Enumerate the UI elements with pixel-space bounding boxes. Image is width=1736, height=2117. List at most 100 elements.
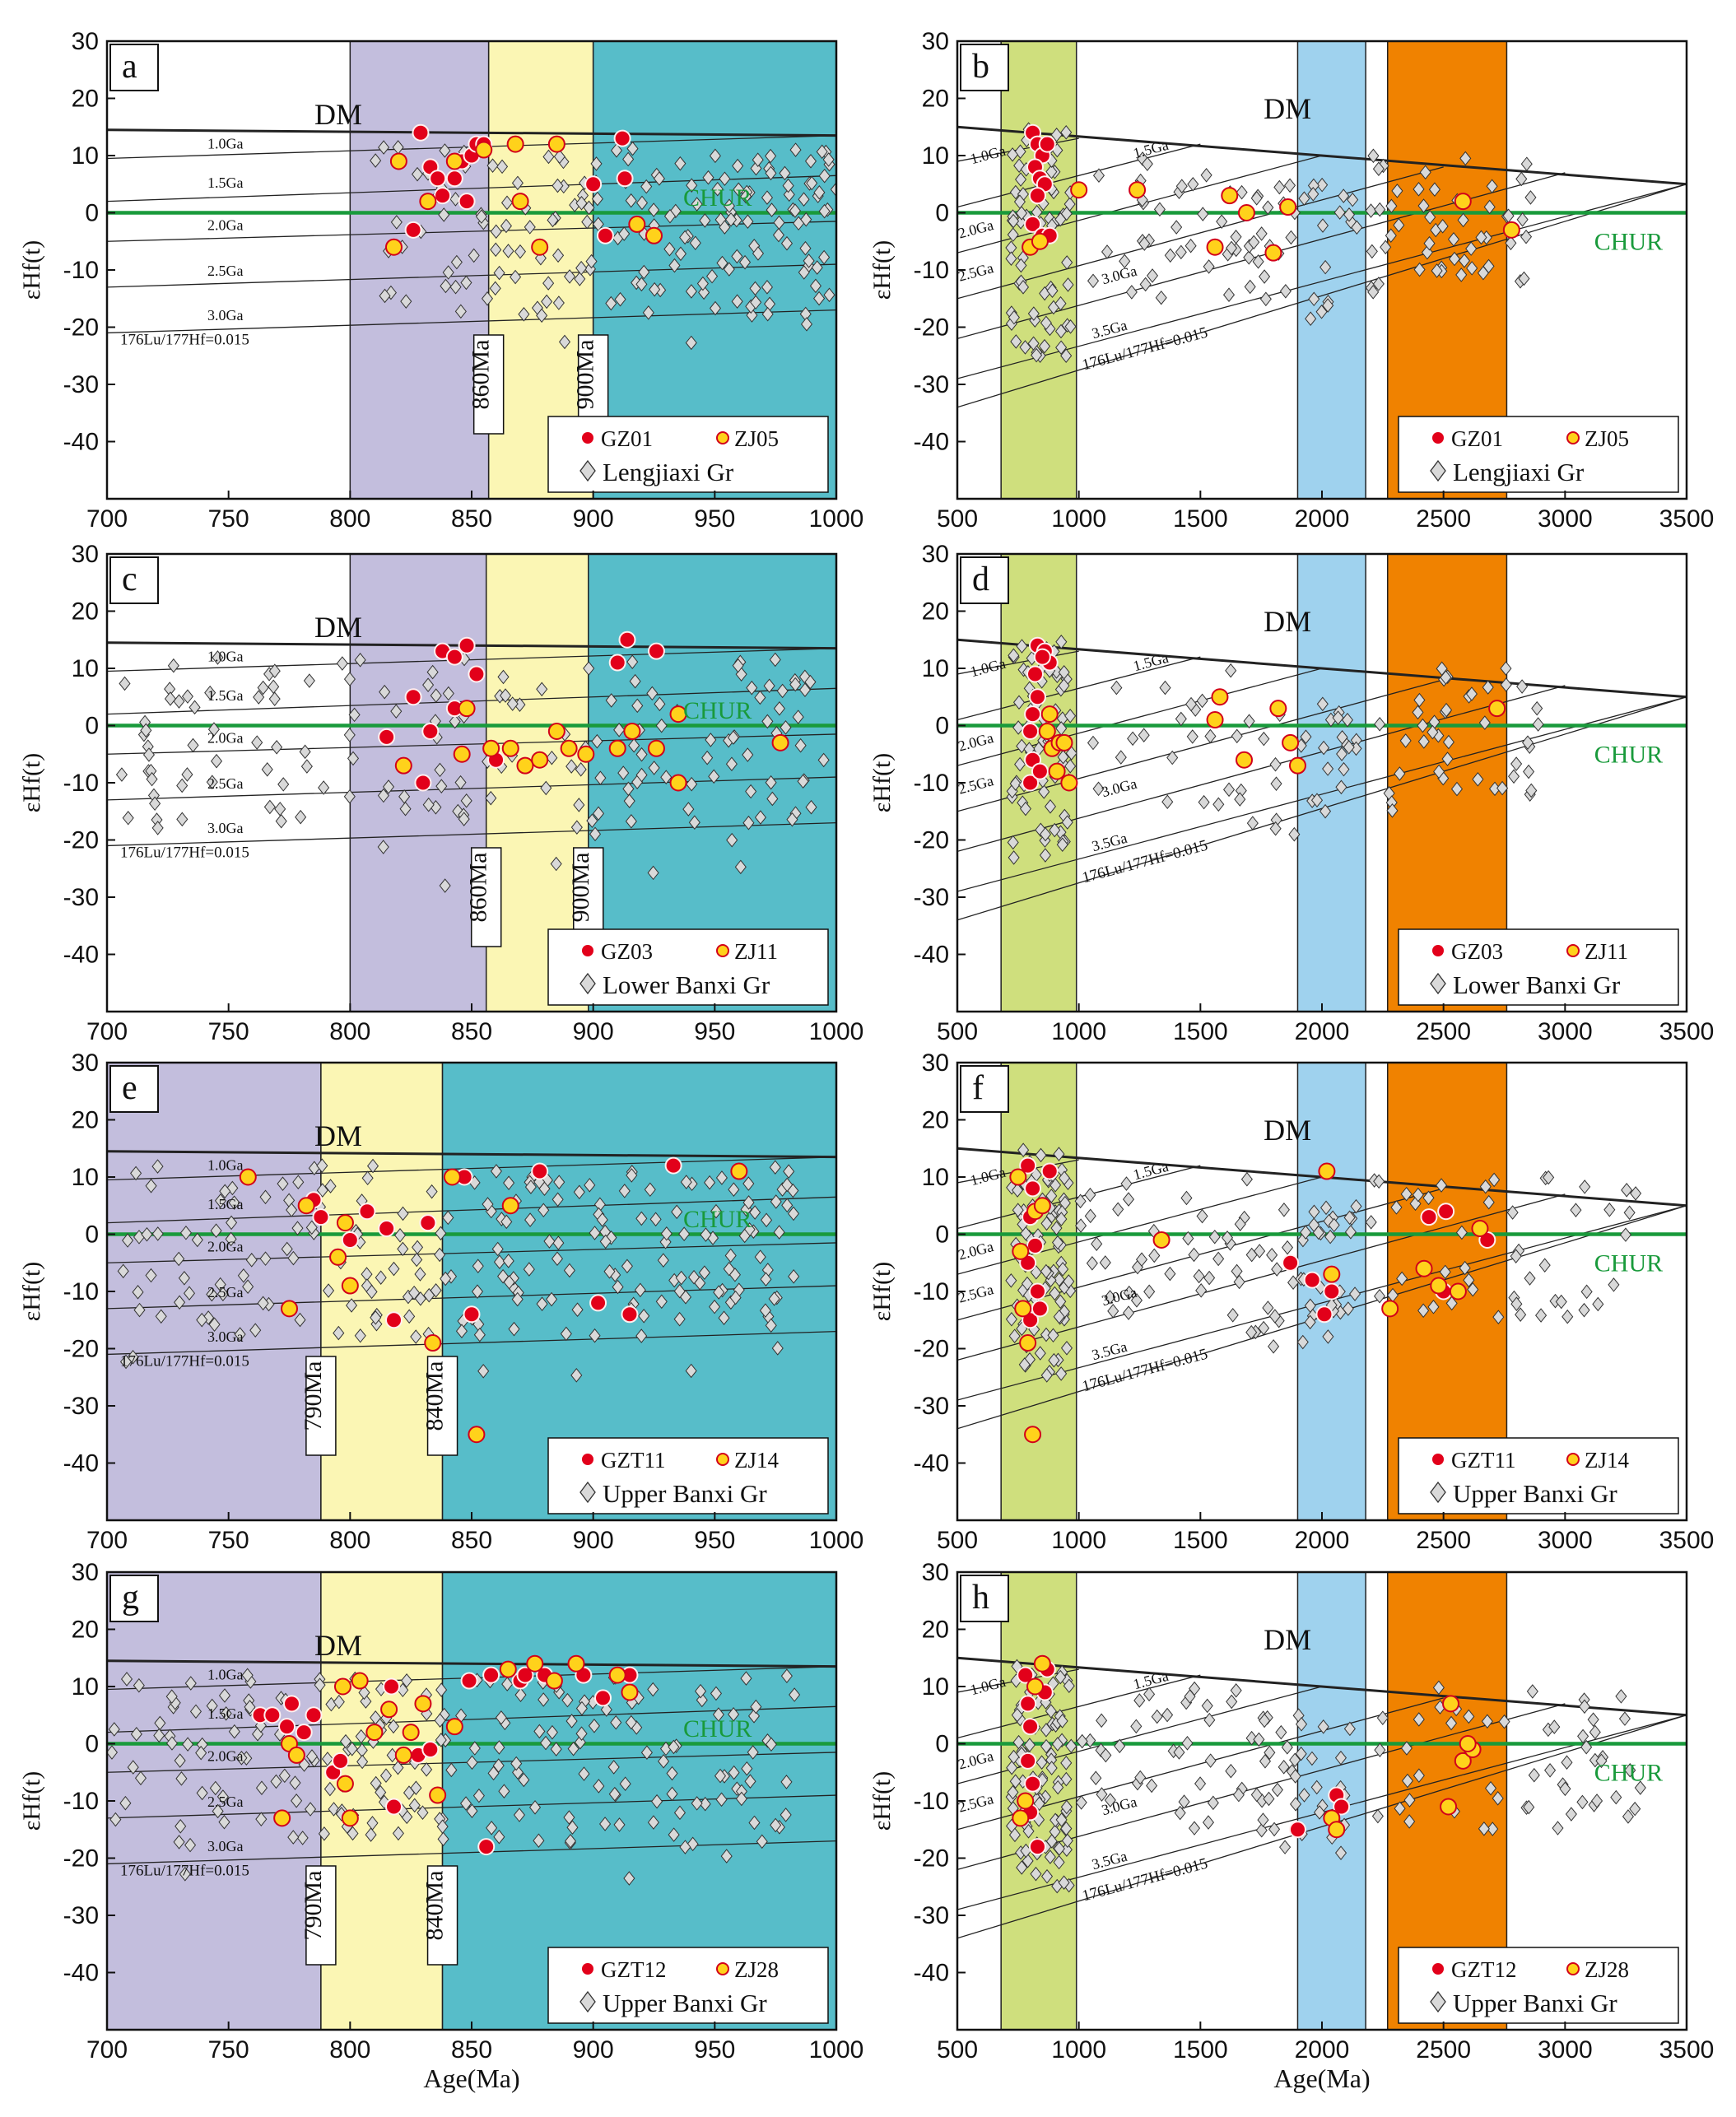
data-point-diamond xyxy=(1374,202,1386,217)
panel-e: DM1.0Ga1.5Ga2.0Ga2.5Ga3.0Ga176Lu/177Hf=0… xyxy=(18,1049,863,1554)
data-point-diamond xyxy=(1092,781,1105,797)
data-point-diamond xyxy=(1233,1274,1245,1290)
data-point-diamond xyxy=(1119,254,1131,269)
y-tick-label: -20 xyxy=(914,1336,949,1363)
data-point-diamond xyxy=(542,149,555,165)
data-point-diamond xyxy=(1417,734,1430,749)
data-point-diamond xyxy=(361,1170,374,1186)
data-point-diamond xyxy=(626,1168,638,1183)
data-point-diamond xyxy=(261,762,273,777)
y-tick-label: 30 xyxy=(922,28,949,55)
data-point-diamond xyxy=(1008,648,1020,663)
evolution-line-1.5ga xyxy=(957,1674,1201,1739)
x-tick-label: 950 xyxy=(694,1527,735,1554)
data-point-diamond xyxy=(779,165,791,181)
x-tick-label: 700 xyxy=(86,505,128,533)
data-point-gz01 xyxy=(1038,135,1056,153)
data-point-diamond xyxy=(228,1724,240,1739)
data-point-diamond xyxy=(726,832,738,848)
panel-letter-box xyxy=(960,556,1009,604)
data-point-diamond xyxy=(742,747,754,762)
data-point-diamond xyxy=(682,802,695,817)
data-point-diamond xyxy=(783,1164,795,1179)
data-point-diamond xyxy=(510,1756,523,1771)
x-tick-label: 750 xyxy=(208,1018,249,1045)
legend-label-a: GZT11 xyxy=(1451,1448,1515,1473)
data-point-diamond xyxy=(514,1687,527,1702)
data-point-diamond xyxy=(1107,1304,1119,1319)
evolution-line-3.5ga xyxy=(957,184,1687,379)
data-point-diamond xyxy=(1061,1833,1073,1849)
data-point-diamond xyxy=(658,1754,670,1769)
y-tick-label: 10 xyxy=(922,655,949,682)
data-point-diamond xyxy=(710,1686,723,1701)
data-point-diamond xyxy=(792,710,804,724)
data-point-gz03 xyxy=(647,642,665,660)
ga-label: 1.5Ga xyxy=(207,687,244,704)
age-band-2 xyxy=(1296,41,1366,499)
legend-label-b: ZJ14 xyxy=(734,1448,780,1473)
data-point-diamond xyxy=(1110,680,1123,696)
data-point-gzt12 xyxy=(1022,1718,1040,1736)
data-point-diamond xyxy=(766,202,778,217)
data-point-diamond xyxy=(435,779,448,793)
x-tick-label: 1000 xyxy=(809,1527,864,1554)
y-tick-label: 0 xyxy=(935,1731,949,1758)
data-point-diamond xyxy=(566,1820,579,1836)
data-point-diamond xyxy=(817,752,830,768)
data-point-diamond xyxy=(1008,1827,1021,1843)
data-point-diamond xyxy=(275,813,287,829)
data-point-diamond xyxy=(299,744,311,760)
data-point-diamond xyxy=(257,1296,269,1311)
data-point-diamond xyxy=(1328,1217,1340,1233)
data-point-diamond xyxy=(333,1325,345,1341)
data-point-gz03 xyxy=(404,688,422,706)
data-point-diamond xyxy=(1281,1240,1294,1255)
data-point-diamond xyxy=(206,775,218,789)
chur-label: CHUR xyxy=(1594,1250,1663,1277)
data-point-diamond xyxy=(1031,347,1043,363)
data-point-diamond xyxy=(1204,1753,1217,1768)
data-point-diamond xyxy=(1333,205,1346,220)
data-point-diamond xyxy=(710,1203,723,1219)
data-point-diamond xyxy=(780,720,792,735)
x-tick-label: 750 xyxy=(208,2036,249,2063)
data-point-gzt12 xyxy=(477,1838,496,1856)
band-age-label: 790Ma xyxy=(300,1871,327,1941)
data-point-diamond xyxy=(765,775,777,790)
data-point-diamond xyxy=(1203,1270,1216,1286)
data-point-diamond xyxy=(750,1699,762,1715)
data-point-diamond xyxy=(214,1193,226,1208)
data-point-diamond xyxy=(1334,1845,1347,1860)
data-point-diamond xyxy=(1135,1252,1148,1268)
data-point-gz03 xyxy=(421,722,440,740)
data-point-diamond xyxy=(813,185,826,200)
data-point-diamond xyxy=(1053,1272,1065,1287)
data-point-diamond xyxy=(646,686,659,701)
data-point-diamond xyxy=(1523,1799,1535,1815)
data-point-gz03 xyxy=(608,654,626,672)
data-point-diamond xyxy=(685,335,697,351)
legend-label-a: GZT11 xyxy=(601,1448,665,1473)
data-point-zj14 xyxy=(341,1277,359,1295)
y-tick-label: 0 xyxy=(85,200,99,227)
data-point-diamond xyxy=(1259,269,1271,284)
panel-letter: f xyxy=(972,1069,984,1107)
data-point-diamond xyxy=(1351,220,1363,235)
data-point-diamond xyxy=(195,1745,207,1761)
data-point-diamond xyxy=(1250,1787,1263,1803)
data-point-diamond xyxy=(800,212,812,227)
data-point-diamond xyxy=(460,793,472,808)
data-point-diamond xyxy=(699,1796,711,1812)
data-point-zj11 xyxy=(1235,751,1253,769)
data-point-zj11 xyxy=(1040,705,1059,724)
data-point-diamond xyxy=(797,774,809,789)
band-age-box xyxy=(472,334,505,435)
legend-label-a: GZ03 xyxy=(1451,939,1503,964)
data-point-diamond xyxy=(772,227,784,243)
data-point-diamond xyxy=(1577,1728,1589,1744)
data-point-diamond xyxy=(1544,1762,1557,1778)
data-point-diamond xyxy=(1060,125,1073,140)
y-tick-label: -20 xyxy=(914,827,949,854)
data-point-diamond xyxy=(1500,661,1512,676)
